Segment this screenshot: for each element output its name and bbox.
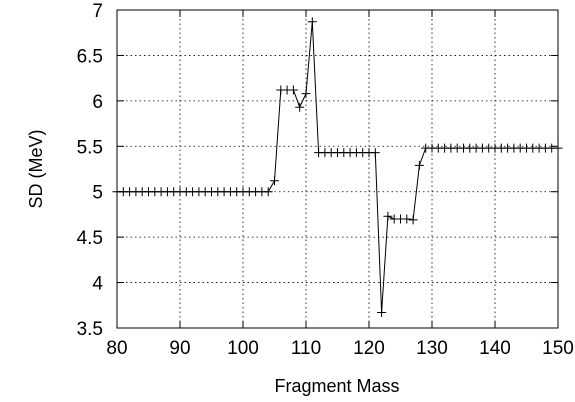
data-point-marker [383, 211, 393, 221]
data-point-marker [370, 148, 380, 158]
data-point-marker [295, 102, 305, 112]
y-tick-label: 3.5 [77, 319, 103, 340]
data-point-marker [288, 85, 298, 95]
x-tick-label: 80 [106, 338, 127, 359]
y-tick-label: 4.5 [77, 228, 103, 249]
y-tick-label: 5 [92, 183, 103, 204]
x-axis-label: Fragment Mass [274, 376, 399, 396]
x-tick-label: 110 [291, 338, 321, 359]
axis-ticks [116, 9, 559, 329]
y-tick-label: 7 [92, 1, 103, 22]
series [112, 17, 563, 318]
data-point-marker [307, 17, 317, 27]
data-point-marker [270, 176, 279, 186]
x-tick-label: 140 [479, 338, 511, 359]
data-point-marker [414, 160, 424, 170]
data-point-marker [553, 143, 563, 153]
x-tick-label: 150 [542, 338, 574, 359]
x-tick-label: 120 [353, 338, 385, 359]
y-tick-label: 5.5 [77, 137, 103, 158]
data-point-marker [408, 215, 418, 225]
data-point-marker [263, 187, 273, 197]
x-tick-label: 130 [416, 338, 448, 359]
y-tick-label: 6 [92, 92, 103, 113]
y-axis-label: SD (MeV) [26, 129, 46, 208]
data-point-marker [377, 308, 387, 318]
data-point-marker [301, 89, 311, 99]
y-tick-label: 4 [92, 274, 103, 295]
x-tick-label: 90 [169, 338, 190, 359]
plot-frame [116, 9, 559, 329]
x-tick-label: 100 [227, 338, 259, 359]
grid [117, 10, 558, 328]
y-tick-label: 6.5 [77, 46, 103, 67]
data-point-marker [402, 214, 412, 224]
tick-labels: 80 90 100 110 120 130 140 150 3.5 4 4.5 5 5.5 6 6.5 7 [77, 1, 574, 359]
series-line [117, 21, 558, 313]
